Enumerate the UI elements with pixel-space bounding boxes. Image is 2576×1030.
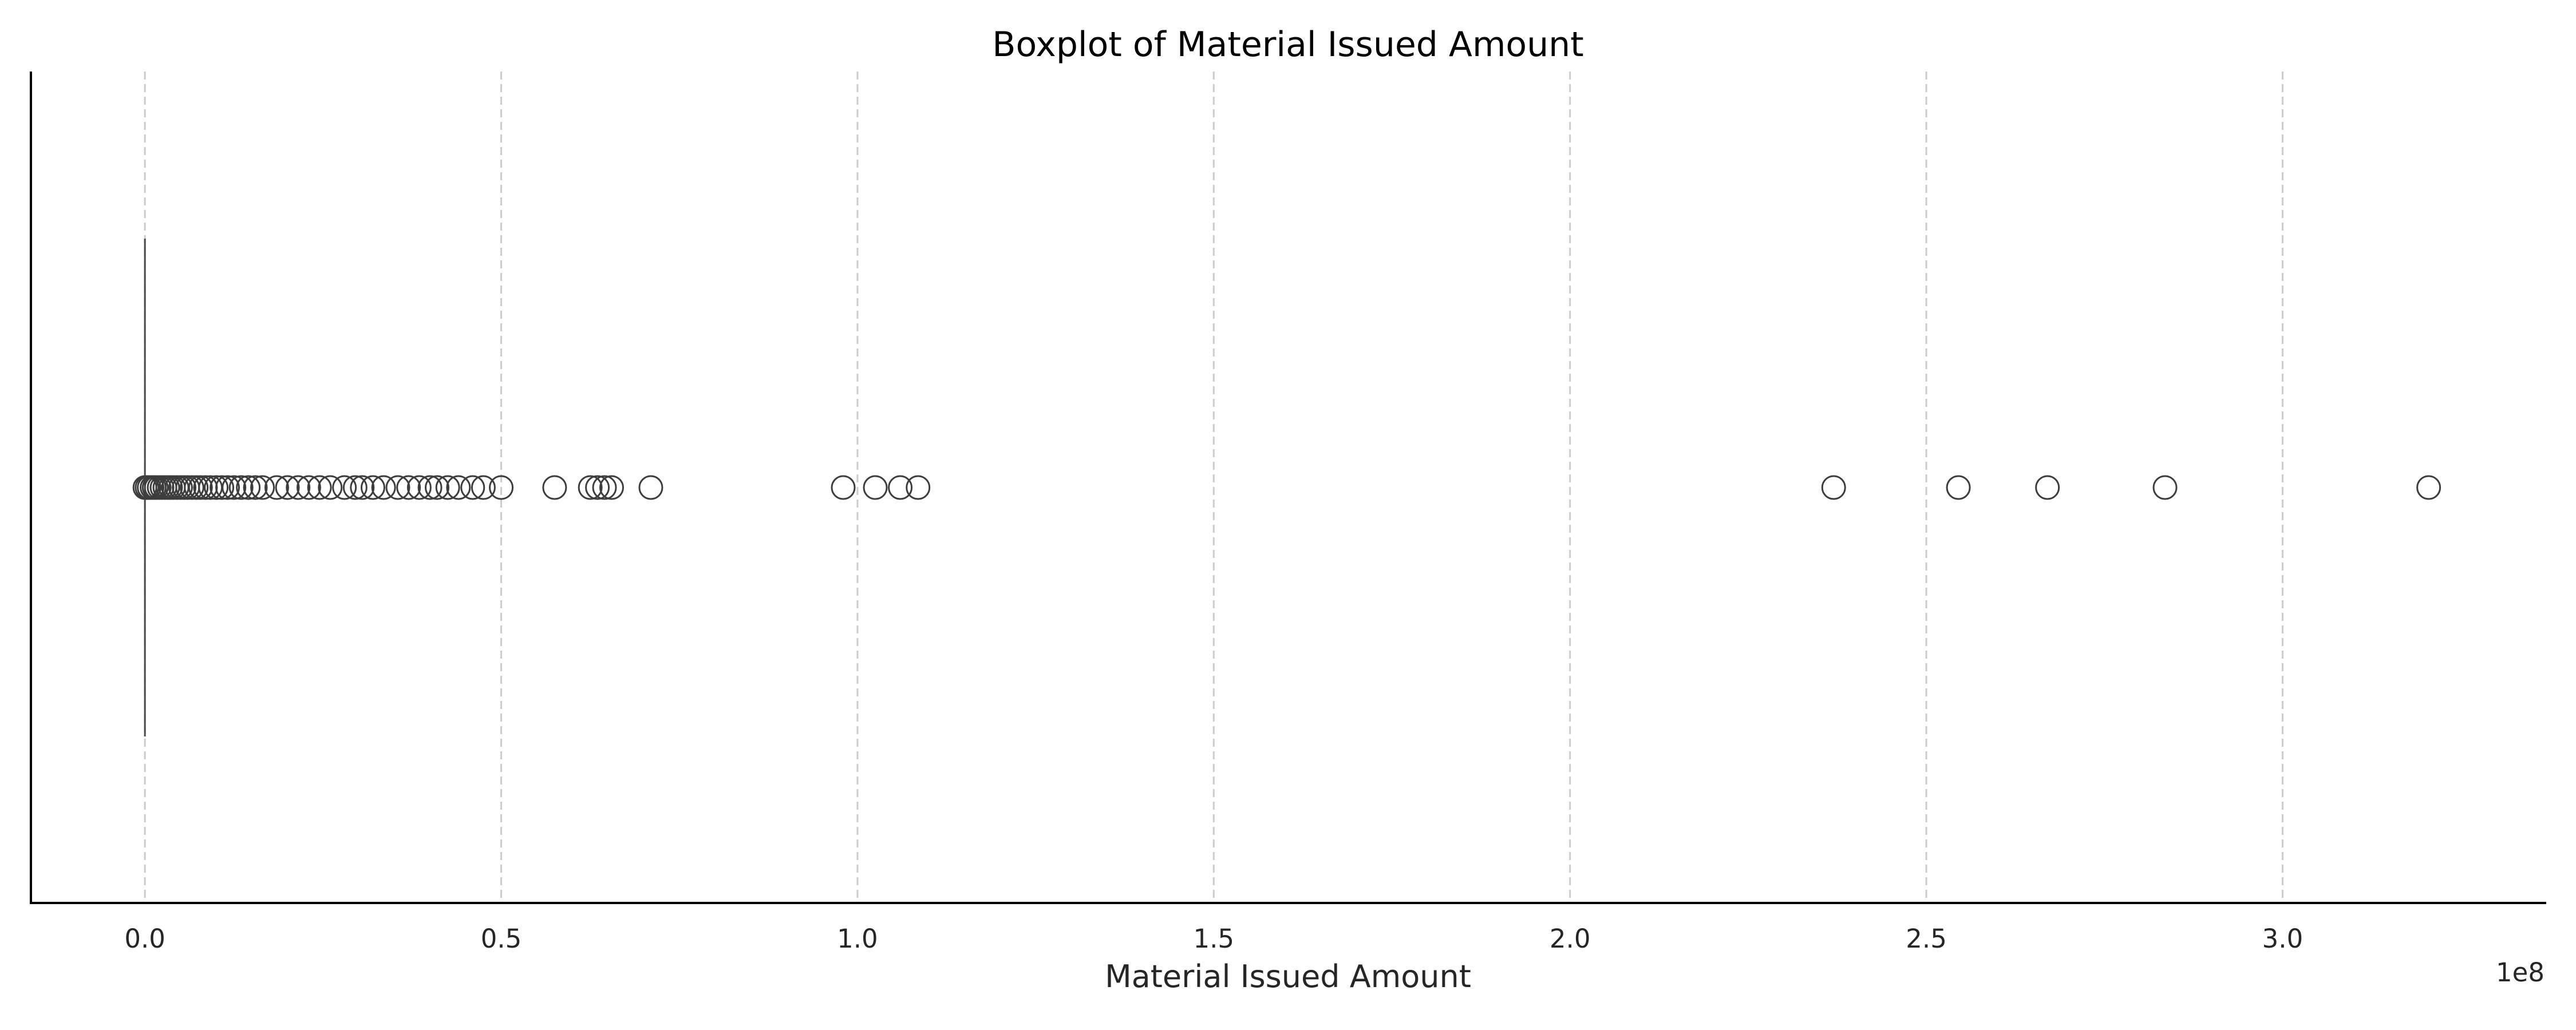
outlier-point bbox=[489, 475, 514, 500]
x-tick-label: 3.0 bbox=[2262, 924, 2304, 954]
outlier-point bbox=[396, 475, 421, 500]
outlier-point bbox=[638, 475, 663, 500]
outlier-point bbox=[1821, 475, 1846, 500]
outlier-point bbox=[906, 475, 931, 500]
outlier-point bbox=[371, 475, 396, 500]
outlier-point bbox=[863, 475, 888, 500]
x-tick-label: 1.5 bbox=[1194, 924, 1235, 954]
outlier-point bbox=[460, 475, 485, 500]
outlier-point bbox=[307, 475, 332, 500]
x-tick-label: 0.5 bbox=[481, 924, 522, 954]
outlier-point bbox=[350, 475, 375, 500]
outlier-point bbox=[471, 475, 496, 500]
outlier-point bbox=[435, 475, 460, 500]
outlier-point bbox=[228, 475, 254, 500]
chart-title: Boxplot of Material Issued Amount bbox=[992, 25, 1583, 65]
outlier-point bbox=[188, 475, 213, 500]
outlier-point bbox=[210, 475, 235, 500]
outlier-point bbox=[250, 475, 275, 500]
outlier-point bbox=[286, 475, 311, 500]
outlier-point bbox=[215, 475, 240, 500]
outlier-point bbox=[243, 475, 268, 500]
outlier-point bbox=[2152, 475, 2178, 500]
x-tick-label: 0.0 bbox=[124, 924, 165, 954]
outlier-point bbox=[1946, 475, 1971, 500]
outlier-points bbox=[132, 475, 2441, 500]
outlier-point bbox=[385, 475, 410, 500]
grid-lines bbox=[144, 72, 2283, 902]
outlier-point bbox=[318, 475, 343, 500]
outlier-point bbox=[425, 475, 450, 500]
outlier-point bbox=[332, 475, 357, 500]
outlier-point bbox=[236, 475, 261, 500]
outlier-point bbox=[222, 475, 247, 500]
outlier-point bbox=[831, 475, 856, 500]
outlier-point bbox=[342, 475, 368, 500]
outlier-point bbox=[578, 475, 603, 500]
outlier-point bbox=[360, 475, 385, 500]
outlier-point bbox=[264, 475, 289, 500]
outlier-point bbox=[204, 475, 229, 500]
x-tick-labels: 0.0 0.5 1.0 1.5 2.0 2.5 3.0 bbox=[124, 924, 2303, 954]
x-axis-label: Material Issued Amount bbox=[1105, 958, 1471, 995]
outlier-point bbox=[888, 475, 913, 500]
outlier-point bbox=[542, 475, 567, 500]
outlier-point bbox=[446, 475, 471, 500]
outlier-point bbox=[599, 475, 624, 500]
outlier-point bbox=[275, 475, 300, 500]
outlier-point bbox=[406, 475, 432, 500]
outlier-point bbox=[2416, 475, 2441, 500]
outlier-point bbox=[417, 475, 442, 500]
x-tick-label: 1.0 bbox=[837, 924, 878, 954]
x-axis-offset-label: 1e8 bbox=[2496, 957, 2545, 988]
x-tick-label: 2.5 bbox=[1906, 924, 1947, 954]
outlier-point bbox=[296, 475, 321, 500]
x-tick-label: 2.0 bbox=[1550, 924, 1591, 954]
outlier-point bbox=[585, 475, 610, 500]
outlier-point bbox=[592, 475, 617, 500]
outlier-point bbox=[2035, 475, 2060, 500]
